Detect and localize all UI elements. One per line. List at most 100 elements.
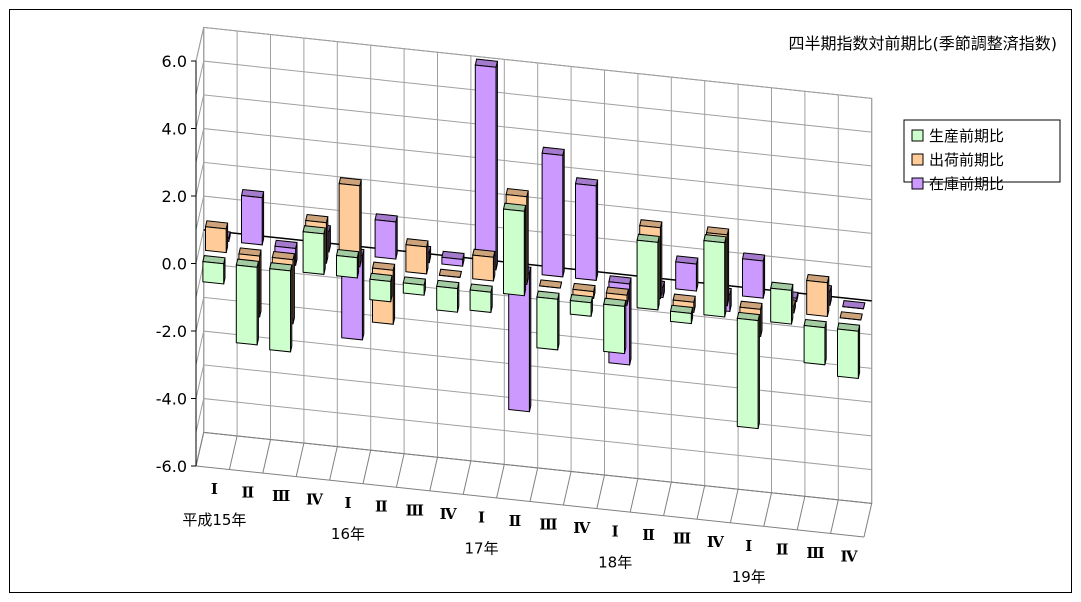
bar (202, 255, 226, 285)
bar-front-face (269, 268, 291, 353)
bar (302, 225, 326, 275)
bar-front-face (402, 282, 425, 296)
bar (369, 272, 393, 303)
legend-swatch (911, 177, 924, 190)
bar-front-face (840, 317, 861, 321)
bar (669, 304, 694, 325)
bar (502, 202, 527, 297)
x-tick-label: Ⅰ (344, 494, 351, 512)
x-tick-label: Ⅳ (306, 491, 324, 509)
bar (374, 213, 398, 260)
y-tick-label: 0.0 (162, 255, 187, 274)
floor-grid (629, 478, 639, 513)
bar-front-face (806, 279, 828, 318)
floor-grid (295, 442, 305, 477)
bar (536, 290, 560, 351)
bar (338, 177, 362, 268)
bar-front-face (703, 240, 726, 318)
bar-front-face (670, 310, 692, 325)
bar (269, 262, 293, 353)
bar (472, 248, 496, 282)
year-label: 16年 (331, 525, 365, 543)
bar-front-face (436, 285, 458, 313)
y-tick-label: 6.0 (162, 52, 187, 71)
floor-grid (262, 439, 271, 474)
bar (469, 283, 493, 313)
x-tick-label: Ⅳ (707, 533, 725, 551)
bar (474, 58, 499, 271)
bar-front-face (235, 264, 258, 346)
x-tick-label: Ⅳ (440, 505, 458, 523)
year-label: 17年 (465, 539, 499, 557)
floor-grid (763, 492, 772, 527)
bar-front-face (575, 183, 597, 281)
bar-front-face (770, 287, 792, 325)
bar-front-face (536, 296, 559, 351)
bar (240, 188, 265, 246)
bar (541, 146, 565, 278)
x-tick-label: Ⅳ (840, 547, 858, 565)
floor-grid (696, 485, 706, 520)
bar-front-face (302, 231, 325, 275)
bar (441, 250, 465, 267)
floor-grid (863, 503, 873, 538)
floor-grid (228, 435, 238, 470)
bar-front-face (675, 261, 697, 292)
floor-edge (203, 431, 872, 504)
floor-grid (830, 499, 839, 534)
bar (204, 220, 229, 254)
bar (569, 294, 594, 317)
bar-front-face (205, 226, 227, 254)
legend-swatch (911, 153, 924, 166)
x-tick-label: Ⅰ (478, 508, 485, 526)
bar (636, 233, 660, 311)
bar-front-face (636, 239, 659, 311)
x-tick-label: Ⅰ (745, 537, 752, 555)
bar-front-face (202, 261, 225, 285)
bar (836, 322, 861, 380)
bar (806, 273, 830, 318)
y-tick-label: 4.0 (162, 120, 187, 139)
legend-box (903, 119, 1061, 183)
floor-grid (362, 450, 372, 484)
bar (703, 234, 727, 318)
floor-grid (395, 453, 405, 488)
x-tick-label: Ⅲ (272, 487, 290, 505)
bar (741, 252, 766, 299)
floor-grid (562, 471, 572, 506)
bar-front-face (439, 274, 461, 278)
bar (235, 258, 260, 346)
floor-grid (529, 467, 539, 502)
x-tick-label: Ⅱ (776, 540, 789, 558)
bar-front-face (508, 270, 530, 413)
floor-grid (329, 446, 338, 481)
bar (405, 238, 429, 275)
bar (803, 318, 827, 366)
bar-front-face (803, 324, 826, 366)
year-label: 平成15年 (182, 511, 246, 529)
x-tick-label: Ⅰ (211, 480, 218, 498)
bar-front-face (336, 254, 358, 279)
year-label: 19年 (732, 568, 766, 586)
bar-front-face (603, 303, 625, 355)
floor-grid (729, 489, 739, 523)
chart-title: 四半期指数対前期比(季節調整済指数) (789, 34, 1058, 53)
x-tick-label: Ⅲ (406, 501, 424, 519)
floor-grid (462, 460, 472, 495)
floor-grid (195, 432, 205, 467)
bar-front-face (472, 254, 494, 282)
bar (402, 276, 427, 296)
bar-front-face (837, 328, 859, 380)
bar-front-face (374, 219, 397, 260)
x-tick-label: Ⅱ (509, 512, 522, 530)
bar-front-face (441, 256, 464, 267)
floor-grid (596, 474, 605, 509)
bar (436, 279, 460, 313)
x-tick-label: Ⅱ (642, 526, 655, 544)
bar-front-face (503, 208, 525, 297)
legend-label: 出荷前期比 (929, 151, 1004, 169)
y-tick-label: 2.0 (162, 187, 187, 206)
bar (538, 279, 563, 289)
y-tick-label: -4.0 (156, 390, 187, 409)
